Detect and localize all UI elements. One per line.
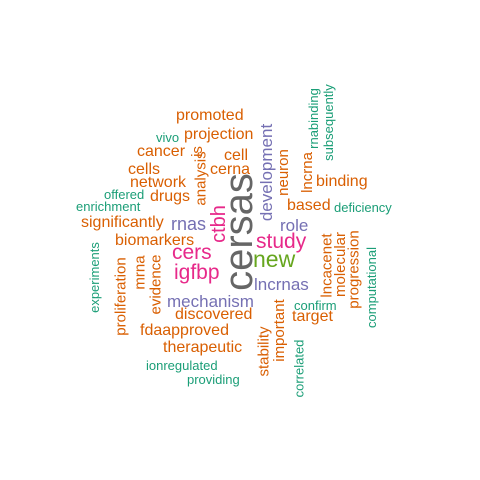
word: vivo	[156, 130, 180, 145]
word: projection	[184, 126, 254, 143]
word: important	[270, 298, 288, 362]
word: promoted	[176, 107, 244, 124]
word: providing	[187, 372, 240, 387]
word: drugs	[150, 188, 191, 205]
word: stability	[255, 325, 273, 377]
word: computational	[363, 246, 379, 328]
word: offered	[104, 187, 145, 202]
word: mechanism	[167, 292, 254, 311]
word: cerna	[210, 161, 251, 178]
word: igfbp	[174, 261, 220, 284]
word: mrna	[131, 254, 149, 290]
word: biomarkers	[115, 232, 195, 249]
word: ctbh	[207, 205, 230, 243]
word: study	[256, 230, 307, 253]
word: lncrnas	[254, 275, 309, 294]
word: discovered	[175, 306, 253, 323]
word: fdaapproved	[140, 322, 229, 339]
word: experiments	[86, 241, 102, 313]
word: cell	[224, 147, 249, 164]
word: progression	[345, 229, 363, 309]
word: cancer	[137, 143, 186, 160]
word: subsequently	[320, 83, 336, 161]
word: development	[256, 123, 276, 221]
word: rnabinding	[305, 87, 321, 149]
word: rnas	[171, 214, 207, 234]
word: binding	[316, 173, 368, 190]
word: deficiency	[334, 200, 392, 215]
word: cers	[172, 241, 212, 264]
word: therapeutic	[163, 339, 243, 356]
word: evidence	[147, 253, 165, 315]
word: enrichment	[76, 199, 141, 214]
word: correlated	[291, 339, 307, 397]
word: new	[253, 246, 296, 272]
word: role	[280, 216, 309, 235]
word: lncrna	[298, 151, 316, 193]
word: significantly	[81, 214, 164, 231]
word: based	[287, 197, 331, 214]
word: analysis	[192, 150, 210, 206]
word: ionregulated	[146, 358, 218, 373]
word: cells	[128, 161, 161, 178]
word: confirm	[294, 298, 337, 313]
word: neuron	[274, 148, 292, 196]
word: network	[130, 174, 187, 191]
word: target	[292, 308, 333, 325]
word: proliferation	[112, 256, 130, 336]
